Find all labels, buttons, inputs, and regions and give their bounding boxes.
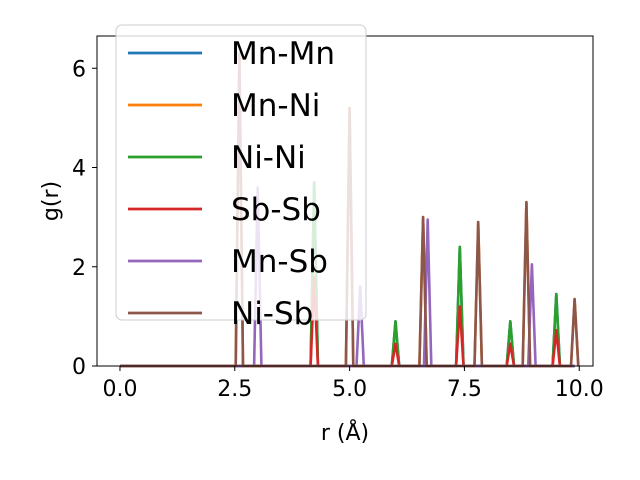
legend-label: Mn-Mn bbox=[231, 36, 335, 72]
y-tick-label: 2 bbox=[72, 256, 86, 281]
legend: Mn-Mn Mn-Ni Ni-Ni Sb-Sb Mn-Sb Ni-Sb bbox=[115, 24, 367, 332]
y-axis-label: g(r) bbox=[39, 181, 64, 221]
x-tick-label: 5.0 bbox=[332, 377, 367, 402]
legend-label: Ni-Ni bbox=[231, 140, 306, 176]
legend-label: Mn-Ni bbox=[231, 88, 320, 124]
y-tick-label: 4 bbox=[72, 157, 86, 182]
legend-box bbox=[115, 24, 367, 321]
legend-label: Sb-Sb bbox=[231, 192, 321, 228]
y-axis: 0 2 4 6 bbox=[72, 57, 97, 380]
x-tick-label: 2.5 bbox=[217, 377, 252, 402]
x-tick-label: 10.0 bbox=[555, 377, 604, 402]
x-tick-label: 7.5 bbox=[447, 377, 482, 402]
y-tick-label: 6 bbox=[72, 57, 86, 82]
x-axis: 0.0 2.5 5.0 7.5 10.0 bbox=[102, 366, 604, 402]
legend-label: Mn-Sb bbox=[231, 244, 328, 280]
series-line-sb-sb bbox=[120, 275, 575, 368]
x-axis-label: r (Å) bbox=[321, 419, 369, 446]
x-tick-label: 0.0 bbox=[102, 377, 137, 402]
legend-label: Ni-Sb bbox=[231, 296, 313, 332]
y-tick-label: 0 bbox=[72, 355, 86, 380]
